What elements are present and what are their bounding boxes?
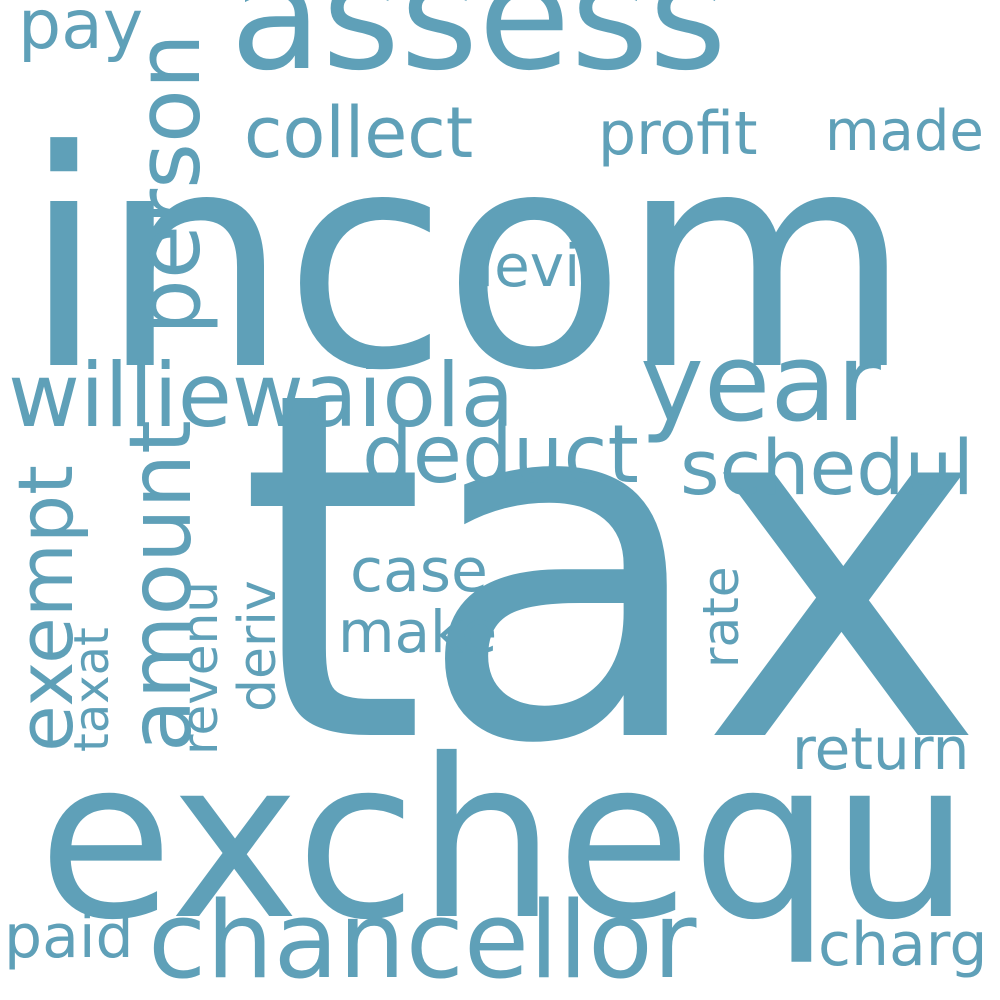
word-year: year [640, 321, 881, 446]
word-collect: collect [244, 92, 474, 174]
word-return: return [792, 715, 970, 783]
word-deriv: deriv [228, 580, 288, 712]
word-deduct: deduct [362, 408, 639, 501]
word-assess: assess [230, 0, 727, 104]
word-charg: charg [818, 910, 988, 980]
word-case: case [350, 536, 488, 606]
word-incom: incom [22, 87, 912, 436]
word-rate: rate [692, 566, 750, 668]
word-taxat: taxat [64, 627, 120, 752]
word-make: make [338, 598, 498, 666]
word-levi: levi [478, 232, 581, 300]
word-person: person [117, 33, 220, 335]
word-pay: pay [18, 0, 144, 65]
word-profit: profit [598, 99, 758, 169]
word-made: made [825, 99, 984, 164]
word-tax: tax [238, 290, 984, 849]
word-paid: paid [4, 902, 134, 972]
word-exchequ: exchequ [38, 712, 971, 968]
word-schedul: schedul [680, 423, 974, 512]
word-williewaiola: williewaiola [8, 344, 515, 447]
word-chancellor: chancellor [148, 879, 697, 1000]
word-revenu: revenu [171, 581, 229, 755]
